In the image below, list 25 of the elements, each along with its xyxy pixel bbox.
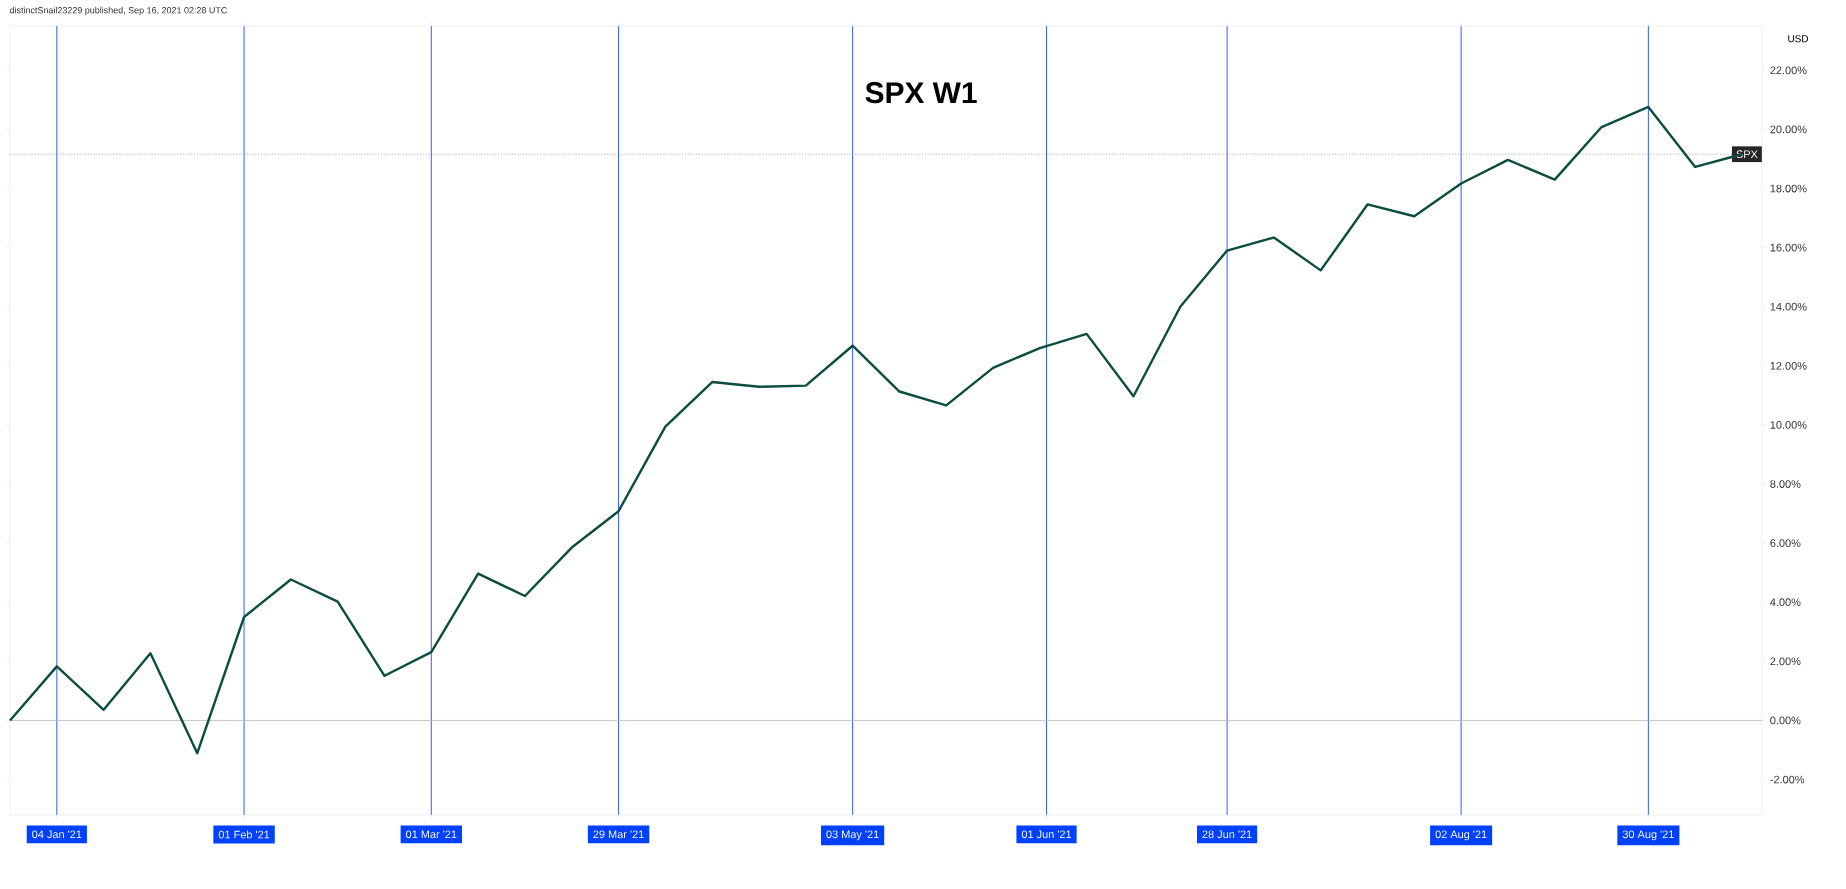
y-tick-label: 12.00% [1770, 361, 1807, 370]
x-tick-label: 29 Mar '21 [593, 830, 644, 839]
x-tick-label: 01 Feb '21 [218, 830, 270, 839]
text: distinctSnail23229 published, Sep 16, 2021 02:28 UTC [9, 6, 227, 16]
x-tick-label: 01 Jun '21 [1021, 830, 1072, 839]
y-tick-label: 10.00% [1770, 421, 1807, 429]
y-tick-label: 16.00% [1770, 243, 1807, 252]
y-tick-label: 2.00% [1770, 657, 1801, 666]
x-tick-label: 04 Jan '21 [32, 830, 82, 839]
y-tick-label: 8.00% [1770, 480, 1801, 488]
y-tick-label: 20.00% [1770, 125, 1807, 134]
x-tick-label: 28 Jun '21 [1202, 830, 1252, 839]
text: USD [1788, 35, 1809, 43]
y-tick-label: 0.00% [1770, 716, 1801, 725]
y-tick-label: 4.00% [1770, 598, 1801, 607]
y-tick-label: -2.00% [1770, 775, 1805, 784]
text: SPX W1 [865, 82, 977, 104]
y-tick-label: 18.00% [1770, 184, 1807, 193]
x-tick-label: 01 Mar '21 [406, 830, 457, 839]
x-tick-label: 02 Aug '21 [1435, 830, 1487, 841]
y-tick-label: 14.00% [1770, 302, 1807, 311]
x-tick-label: 30 Aug '21 [1622, 830, 1674, 841]
y-tick-label: 6.00% [1770, 539, 1801, 547]
x-tick-label: 03 May '21 [826, 830, 879, 841]
y-tick-label: 22.00% [1770, 66, 1807, 75]
